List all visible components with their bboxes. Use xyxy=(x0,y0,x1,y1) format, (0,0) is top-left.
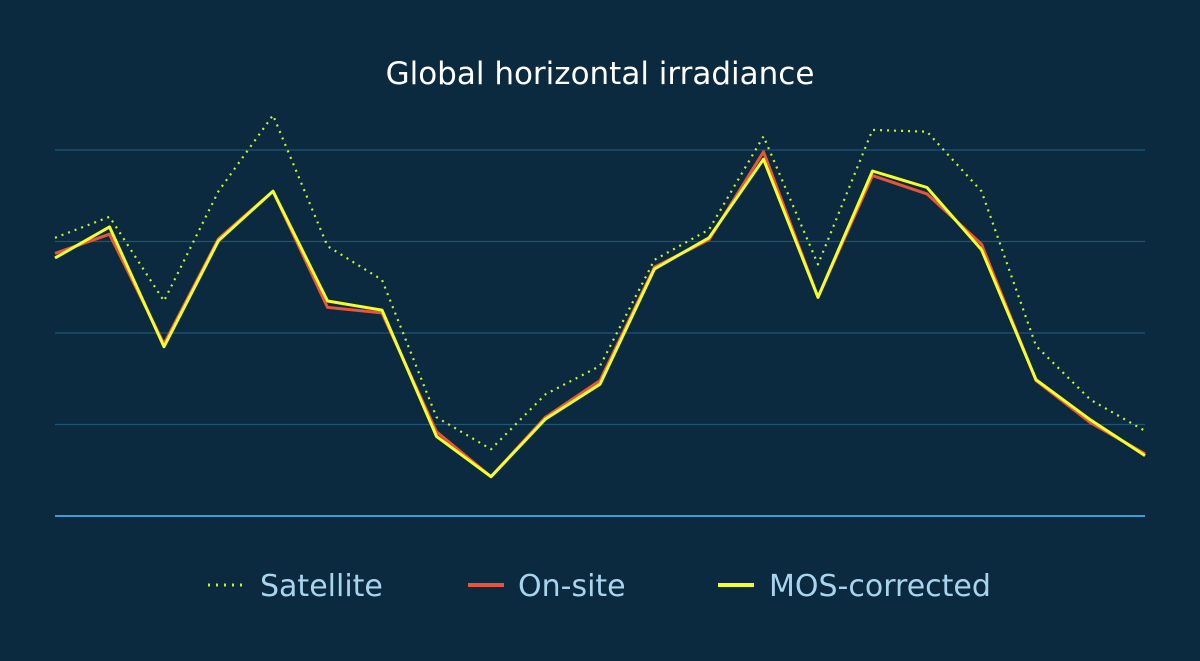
legend-item-on-site: On-site xyxy=(468,569,626,604)
legend: Satellite On-site MOS-corrected xyxy=(208,569,991,604)
legend-label-on-site: On-site xyxy=(518,569,626,604)
legend-item-satellite: Satellite xyxy=(208,569,383,604)
chart-title: Global horizontal irradiance xyxy=(386,56,815,92)
gridlines xyxy=(55,149,1145,517)
series-lines xyxy=(54,114,1146,479)
legend-item-mos-corrected: MOS-corrected xyxy=(718,569,991,604)
legend-label-satellite: Satellite xyxy=(260,569,383,604)
series-line-mos-corrected xyxy=(54,157,1146,479)
legend-label-mos-corrected: MOS-corrected xyxy=(769,569,991,604)
